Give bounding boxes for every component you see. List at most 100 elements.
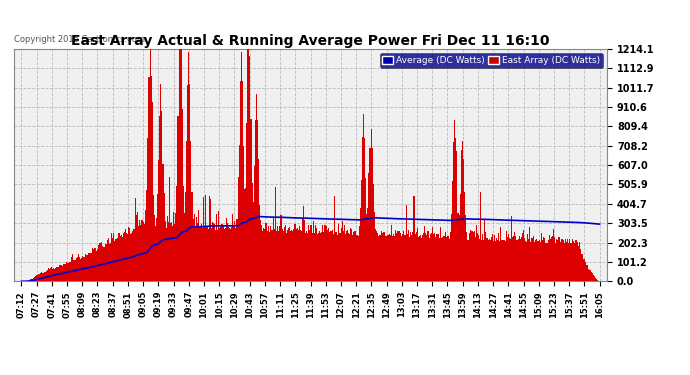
Bar [200,226,201,281]
Bar [109,244,110,281]
Bar [397,231,399,281]
Bar [152,195,154,281]
Bar [220,227,221,281]
Bar [129,228,130,281]
Bar [437,234,438,281]
Bar [144,224,146,281]
Bar [229,228,230,281]
Bar [79,257,80,281]
Bar [37,275,38,281]
Bar [409,237,411,281]
Bar [119,236,121,281]
Legend: Average (DC Watts), East Array (DC Watts): Average (DC Watts), East Array (DC Watts… [380,53,602,68]
Bar [537,242,538,281]
Bar [257,120,258,281]
Bar [123,232,124,281]
Bar [479,239,480,281]
Bar [337,235,338,281]
Bar [112,238,113,281]
Bar [124,232,125,281]
Bar [181,109,183,281]
Bar [53,268,54,281]
Bar [110,243,111,281]
Bar [395,230,396,281]
Bar [388,236,389,281]
Bar [585,262,586,281]
Bar [54,268,55,281]
Bar [571,243,572,281]
Bar [339,233,341,281]
Bar [127,234,128,281]
Bar [270,231,272,281]
Bar [297,230,299,281]
Bar [256,94,257,281]
Bar [206,225,208,281]
Bar [411,235,413,281]
Bar [484,219,485,281]
Bar [495,241,496,281]
Bar [575,240,577,281]
Bar [378,236,380,281]
Bar [204,227,206,281]
Bar [324,225,326,281]
Bar [148,77,150,281]
Bar [320,234,322,281]
Bar [430,234,431,281]
Bar [197,223,198,281]
Bar [140,225,141,281]
Bar [468,240,469,281]
Bar [81,258,82,281]
Bar [535,240,537,281]
Bar [253,202,254,281]
Bar [94,248,95,281]
Bar [542,240,543,281]
Bar [113,233,115,281]
Bar [469,233,471,281]
Bar [584,260,585,281]
Bar [130,234,131,281]
Bar [512,237,513,281]
Bar [48,268,49,281]
Bar [190,141,191,281]
Bar [136,215,137,281]
Bar [428,238,430,281]
Bar [514,232,515,281]
Bar [568,243,569,281]
Bar [270,226,271,281]
Bar [107,240,108,281]
Bar [595,279,597,281]
Bar [318,233,319,281]
Bar [482,234,483,281]
Bar [201,224,202,281]
Bar [459,214,460,281]
Bar [346,231,347,281]
Bar [184,213,185,281]
Bar [106,244,107,281]
Bar [230,228,231,281]
Bar [313,221,314,281]
Bar [30,279,32,281]
Bar [391,225,392,281]
Bar [500,227,502,281]
Bar [597,280,598,281]
Bar [291,230,293,281]
Bar [435,237,436,281]
Bar [203,197,204,281]
Bar [494,235,495,281]
Bar [456,151,457,281]
Bar [286,232,287,281]
Bar [450,232,451,281]
Bar [28,280,30,281]
Bar [188,53,189,281]
Bar [293,229,295,281]
Bar [398,231,400,281]
Bar [509,238,510,281]
Bar [268,232,270,281]
Bar [259,205,260,281]
Bar [159,116,160,281]
Bar [376,231,377,281]
Bar [307,232,308,281]
Bar [133,229,135,281]
Bar [579,242,580,281]
Bar [413,196,415,281]
